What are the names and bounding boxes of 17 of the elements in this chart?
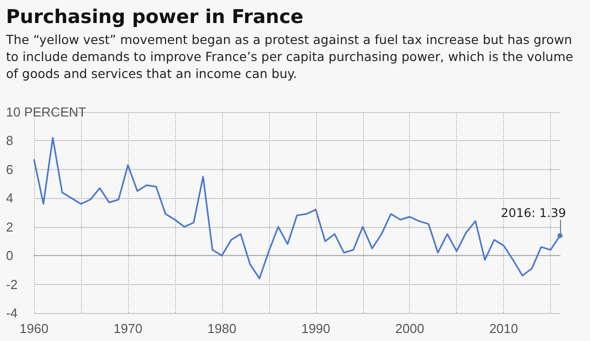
y-tick-label: -2 xyxy=(6,276,18,292)
y-tick-label: 6 xyxy=(6,162,14,177)
y-tick-label: 2 xyxy=(6,219,14,234)
x-tick-label: 1980 xyxy=(207,321,236,336)
chart-title: Purchasing power in France xyxy=(6,6,304,28)
x-tick-label: 2000 xyxy=(395,321,424,336)
x-tick-label: 1990 xyxy=(301,321,330,336)
y-tick-label: 8 xyxy=(6,133,14,148)
y-tick-label: 10 PERCENT xyxy=(6,104,86,120)
x-tick-label: 2010 xyxy=(489,321,518,336)
y-tick-label: 4 xyxy=(6,190,14,206)
y-tick-label: 0 xyxy=(6,248,14,264)
annotation: 2016: 1.39 xyxy=(500,206,566,220)
x-tick-label: 1960 xyxy=(20,321,48,336)
x-tick-label: 1970 xyxy=(113,321,142,336)
chart-subtitle: The “yellow vest” movement began as a protest against a fuel tax increase but has grown to include demands to improve France’s per capita purchasing power, which is the volume of goods and services that an income can buy. xyxy=(6,31,574,82)
y-tick-label: -4 xyxy=(6,306,18,320)
